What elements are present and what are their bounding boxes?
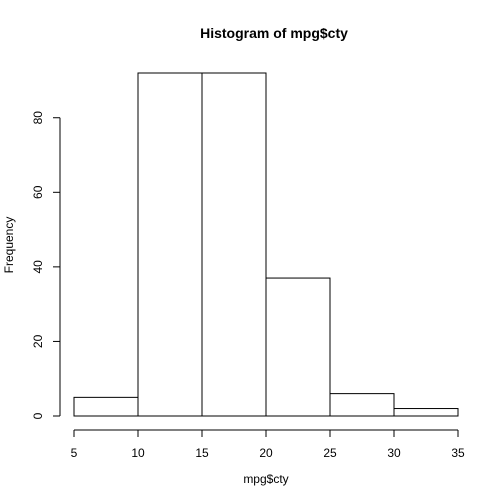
y-axis: 0 20 40 60 80 — [31, 111, 61, 419]
histogram-bar-5-10 — [73, 396, 139, 417]
histogram-bar-10-15 — [137, 72, 203, 417]
histogram-bar-30-35 — [393, 408, 459, 417]
x-tick-label: 10 — [131, 446, 145, 460]
x-tick-label: 35 — [451, 446, 465, 460]
y-tick-label: 0 — [31, 412, 45, 419]
y-tick-label: 60 — [31, 185, 45, 199]
x-tick-label: 15 — [195, 446, 209, 460]
x-tick-label: 5 — [71, 446, 78, 460]
histogram-bar-25-30 — [329, 393, 395, 417]
y-tick-label: 20 — [31, 334, 45, 348]
x-tick-label: 25 — [323, 446, 337, 460]
x-tick-label: 30 — [387, 446, 401, 460]
x-axis: 5 10 15 20 25 30 35 — [71, 429, 465, 460]
bars-group — [73, 72, 459, 417]
chart-title: Histogram of mpg$cty — [200, 25, 348, 41]
y-tick-label: 40 — [31, 260, 45, 274]
y-tick-label: 80 — [31, 111, 45, 125]
x-axis-label: mpg$cty — [243, 472, 288, 486]
x-tick-label: 20 — [259, 446, 273, 460]
y-axis-label: Frequency — [2, 217, 16, 274]
histogram-bar-15-20 — [201, 72, 267, 417]
histogram-bar-20-25 — [265, 277, 331, 417]
